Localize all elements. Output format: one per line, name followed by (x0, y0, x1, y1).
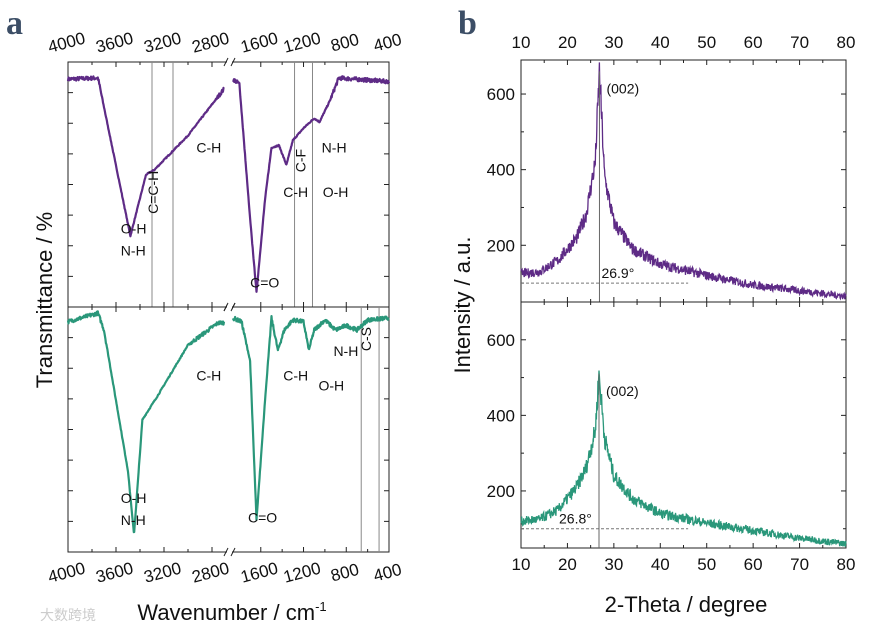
x-tick-label: 80 (837, 33, 856, 52)
xrd-pattern-top (520, 62, 847, 301)
ftir-x-axis-title-text: Wavenumber / cm (137, 600, 315, 625)
xrd-pattern-bottom (520, 370, 847, 547)
x-tick-label: 80 (837, 555, 856, 574)
x-tick-label: 50 (697, 555, 716, 574)
peak-position-label: 26.8° (559, 511, 592, 527)
xrd-panel-frame-top (520, 59, 847, 303)
axis-break-gap (227, 58, 232, 66)
ftir-spectrum-bottom-segment-1 (231, 315, 390, 521)
x-tick-label: 30 (604, 555, 623, 574)
axis-break-mark (223, 57, 229, 67)
y-tick-label: 600 (487, 85, 515, 104)
ftir-x-axis-title: Wavenumber / cm-1 (137, 599, 326, 625)
peak-annotation: C-H (283, 184, 308, 200)
peak-annotation: N-H (121, 512, 146, 528)
x-tick-label: 60 (744, 555, 763, 574)
x-tick-label: 10 (512, 33, 531, 52)
x-tick-label: 800 (329, 560, 361, 586)
x-tick-label: 10 (512, 555, 531, 574)
x-tick-label: 400 (371, 560, 403, 586)
peak-annotation: O-H (318, 377, 344, 393)
y-tick-label: 200 (487, 236, 515, 255)
x-tick-label: 1200 (281, 29, 322, 57)
peak-annotation: C-H (196, 140, 221, 156)
axis-break-mark (223, 547, 229, 557)
x-tick-label: 20 (558, 555, 577, 574)
x-tick-label: 50 (697, 33, 716, 52)
axis-break-mark (230, 57, 236, 67)
peak-annotation: C=C-H (145, 171, 161, 214)
x-tick-label: 4000 (46, 29, 87, 57)
x-tick-label: 2800 (190, 559, 231, 587)
x-tick-label: 1600 (239, 29, 280, 57)
x-tick-label: 2800 (190, 29, 231, 57)
peak-label: (002) (606, 80, 639, 96)
peak-annotation: N-H (322, 140, 347, 156)
peak-annotation: C-F (293, 149, 309, 172)
x-tick-label: 70 (790, 33, 809, 52)
peak-annotation: C-H (196, 368, 221, 384)
peak-annotation: N-H (333, 343, 358, 359)
panel-label-b: b (458, 5, 477, 42)
x-tick-label: 400 (371, 30, 403, 56)
axis-break-mark (230, 302, 236, 312)
ftir-spectrum-top-segment-1 (232, 75, 391, 293)
watermark: 大数跨境 (40, 608, 96, 624)
xrd-x-axis-title: 2-Theta / degree (605, 592, 768, 617)
x-tick-label: 30 (604, 33, 623, 52)
ftir-spectrum-top-segment-0 (66, 75, 225, 238)
x-tick-label: 800 (329, 30, 361, 56)
peak-annotation: C=O (250, 274, 279, 290)
panel-label-a: a (6, 5, 23, 42)
x-tick-label: 3600 (94, 559, 135, 587)
x-tick-label: 40 (651, 555, 670, 574)
peak-label: (002) (606, 383, 639, 399)
x-tick-label: 1600 (239, 559, 280, 587)
axis-break-gap (227, 303, 232, 311)
x-tick-label: 4000 (46, 559, 87, 587)
peak-annotation: O-H (121, 221, 147, 237)
peak-annotation: C-H (283, 368, 308, 384)
y-tick-label: 400 (487, 161, 515, 180)
axis-break-mark (223, 302, 229, 312)
x-tick-label: 20 (558, 33, 577, 52)
ftir-x-axis-superscript: -1 (315, 599, 327, 614)
axis-break-gap (227, 548, 232, 556)
x-tick-label: 3600 (94, 29, 135, 57)
ftir-spectrum-bottom-segment-0 (66, 310, 226, 534)
ftir-y-axis-title: Transmittance / % (32, 212, 57, 388)
peak-position-label: 26.9° (601, 265, 634, 281)
axis-break-mark (230, 547, 236, 557)
x-tick-label: 3200 (142, 559, 183, 587)
xrd-y-axis-title: Intensity / a.u. (450, 237, 475, 374)
x-tick-label: 70 (790, 555, 809, 574)
y-tick-label: 200 (487, 482, 515, 501)
peak-annotation: O-H (323, 184, 349, 200)
y-tick-label: 400 (487, 406, 515, 425)
x-tick-label: 40 (651, 33, 670, 52)
x-tick-label: 3200 (142, 29, 183, 57)
y-tick-label: 600 (487, 331, 515, 350)
x-tick-label: 60 (744, 33, 763, 52)
peak-annotation: N-H (121, 243, 146, 259)
x-tick-label: 1200 (281, 559, 322, 587)
peak-annotation: O-H (121, 490, 147, 506)
peak-annotation: C=O (248, 510, 277, 526)
peak-annotation: C-S (358, 327, 374, 351)
